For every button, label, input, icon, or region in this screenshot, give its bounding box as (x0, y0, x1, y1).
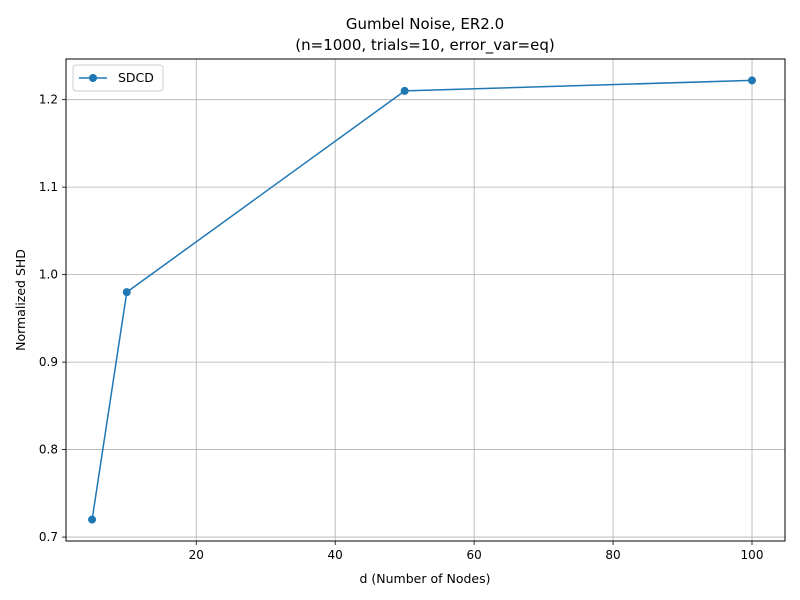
data-point-sdcd (748, 76, 757, 85)
y-tick-label: 0.8 (39, 443, 58, 457)
legend: SDCD (72, 64, 164, 92)
x-tick-label: 40 (328, 548, 343, 562)
legend-label-sdcd: SDCD (118, 70, 154, 85)
legend-marker-sdcd (89, 74, 97, 82)
ticks: 20 40 60 80 100 0.7 0.8 0.9 1.0 1.1 1.2 (39, 93, 764, 562)
x-axis-label: d (Number of Nodes) (359, 571, 490, 586)
x-tick-label: 60 (466, 548, 481, 562)
x-tick-label: 80 (605, 548, 620, 562)
y-tick-label: 1.0 (39, 268, 58, 282)
data-point-sdcd (122, 288, 131, 297)
y-axis-label: Normalized SHD (13, 249, 28, 351)
plot-area-frame (65, 58, 786, 542)
y-tick-label: 0.7 (39, 530, 58, 544)
y-tick-label: 0.9 (39, 355, 58, 369)
data-point-sdcd (400, 86, 409, 95)
legend-box (72, 64, 164, 92)
series-layer (88, 76, 757, 524)
y-tick-label: 1.2 (39, 93, 58, 107)
x-tick-label: 100 (741, 548, 764, 562)
chart-subtitle: (n=1000, trials=10, error_var=eq) (295, 36, 554, 55)
x-tick-label: 20 (189, 548, 204, 562)
data-point-sdcd (88, 515, 97, 524)
grid (66, 59, 785, 541)
series-line-sdcd (91, 79, 753, 520)
chart-title: Gumbel Noise, ER2.0 (346, 15, 504, 33)
y-tick-label: 1.1 (39, 180, 58, 194)
